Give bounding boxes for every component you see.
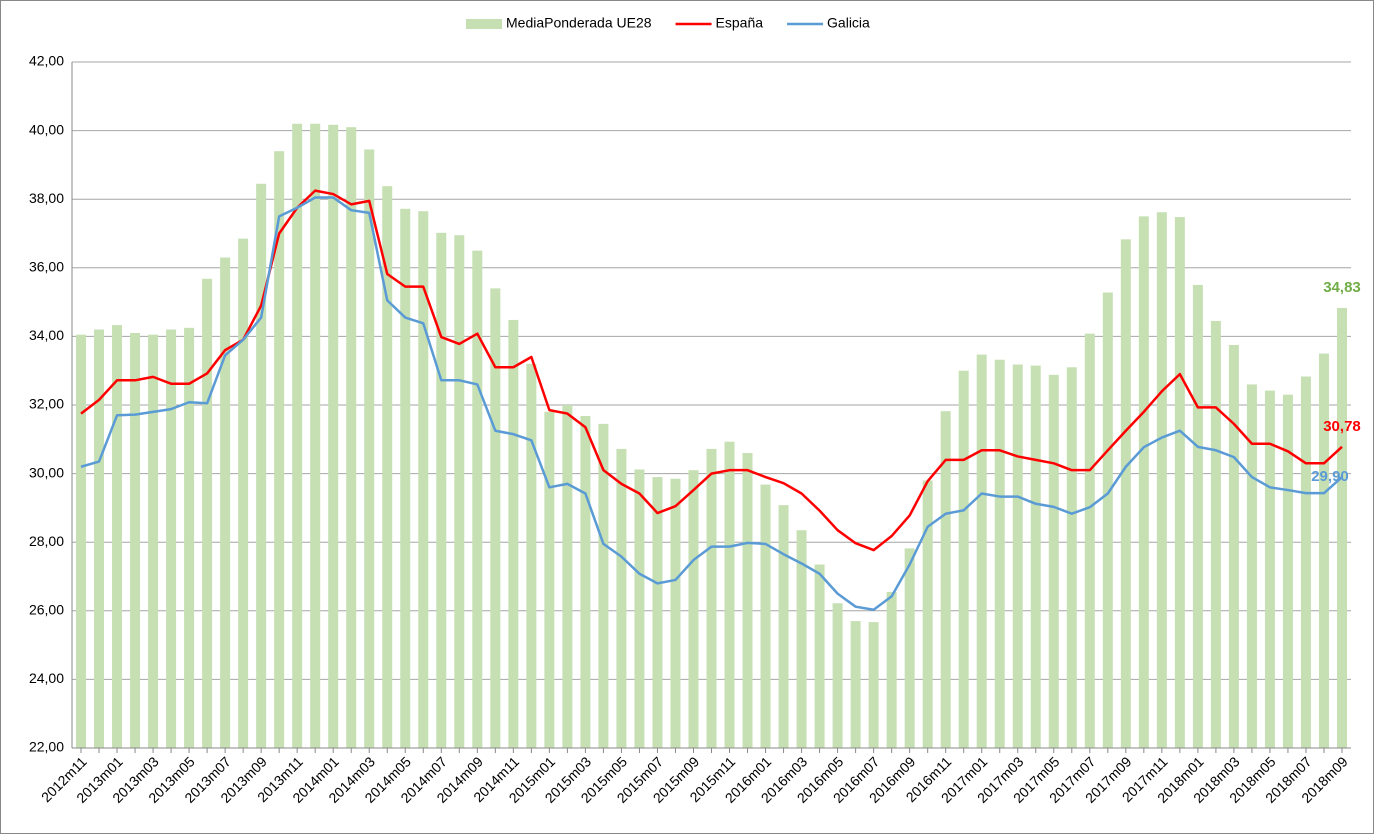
bar (616, 448, 627, 748)
bar (922, 480, 933, 748)
bar (400, 208, 411, 748)
bar (1030, 365, 1041, 748)
bar (976, 354, 987, 748)
bar (1156, 212, 1167, 748)
bar (1228, 344, 1239, 748)
bar (490, 288, 501, 748)
bar (850, 621, 861, 748)
bar (364, 149, 375, 749)
bar (184, 327, 195, 748)
line (80, 189, 1343, 552)
legend-label: MediaPonderada UE28 (506, 15, 652, 31)
legend-label: España (716, 15, 764, 31)
legend-label: Galicia (827, 15, 870, 31)
bar (94, 329, 105, 748)
bar (886, 591, 897, 748)
bar (562, 405, 573, 748)
bar (706, 448, 717, 748)
y-tick-label: 36,00 (29, 259, 64, 275)
y-tick-label: 34,00 (29, 327, 64, 343)
bar (256, 183, 267, 748)
bar (310, 123, 321, 749)
bar (418, 211, 429, 748)
bar (1336, 307, 1347, 748)
bar (112, 325, 123, 748)
bar (1282, 394, 1293, 748)
bar (1264, 390, 1275, 748)
bar (292, 123, 303, 749)
bar (76, 334, 87, 748)
y-tick-label: 30,00 (29, 464, 64, 480)
bar (1012, 364, 1023, 748)
bar (1210, 320, 1221, 748)
bar (904, 548, 915, 748)
bar (1174, 217, 1185, 748)
bar (940, 411, 951, 748)
bar (202, 278, 213, 748)
bar (580, 415, 591, 748)
bar (1318, 353, 1329, 748)
bar (742, 453, 753, 748)
y-tick-label: 22,00 (29, 739, 64, 755)
bar (526, 363, 537, 748)
bar (1102, 292, 1113, 748)
bar (832, 603, 843, 748)
bar (220, 257, 231, 748)
y-tick-label: 24,00 (29, 670, 64, 686)
bar (1066, 367, 1077, 748)
bar (760, 484, 771, 748)
bar (688, 470, 699, 748)
bar (868, 622, 879, 748)
bar (778, 505, 789, 748)
bar (148, 334, 159, 748)
bar (130, 332, 141, 748)
bar (958, 370, 969, 748)
line (80, 196, 1343, 612)
bar (1048, 374, 1059, 748)
y-tick-label: 38,00 (29, 190, 64, 206)
bar (634, 469, 645, 748)
y-tick-label: 40,00 (29, 121, 64, 137)
bar (454, 235, 465, 749)
bar (1138, 216, 1149, 749)
bar (238, 238, 249, 748)
bar (436, 232, 447, 749)
y-tick-label: 26,00 (29, 602, 64, 618)
bar (544, 411, 555, 748)
bar (1120, 239, 1131, 748)
y-tick-label: 32,00 (29, 396, 64, 412)
bar (724, 441, 735, 748)
bar (274, 151, 285, 748)
bar (1246, 384, 1257, 748)
value-label: 29,90 (1311, 468, 1349, 485)
bar (652, 477, 663, 748)
bar (670, 478, 681, 748)
bar (382, 186, 393, 748)
bar (1300, 376, 1311, 748)
value-label: 34,83 (1323, 279, 1361, 296)
y-tick-label: 42,00 (29, 53, 64, 69)
bar (346, 127, 357, 749)
bar (796, 530, 807, 748)
legend-swatch (466, 19, 502, 29)
bar (598, 423, 609, 748)
bar (166, 329, 177, 748)
bar (328, 124, 339, 749)
bar (994, 359, 1005, 748)
value-label: 30,78 (1323, 418, 1361, 435)
y-tick-label: 28,00 (29, 533, 64, 549)
bar (508, 319, 519, 748)
bar (1084, 333, 1095, 748)
bar (814, 564, 825, 748)
bar (472, 250, 483, 748)
bar (1192, 284, 1203, 748)
